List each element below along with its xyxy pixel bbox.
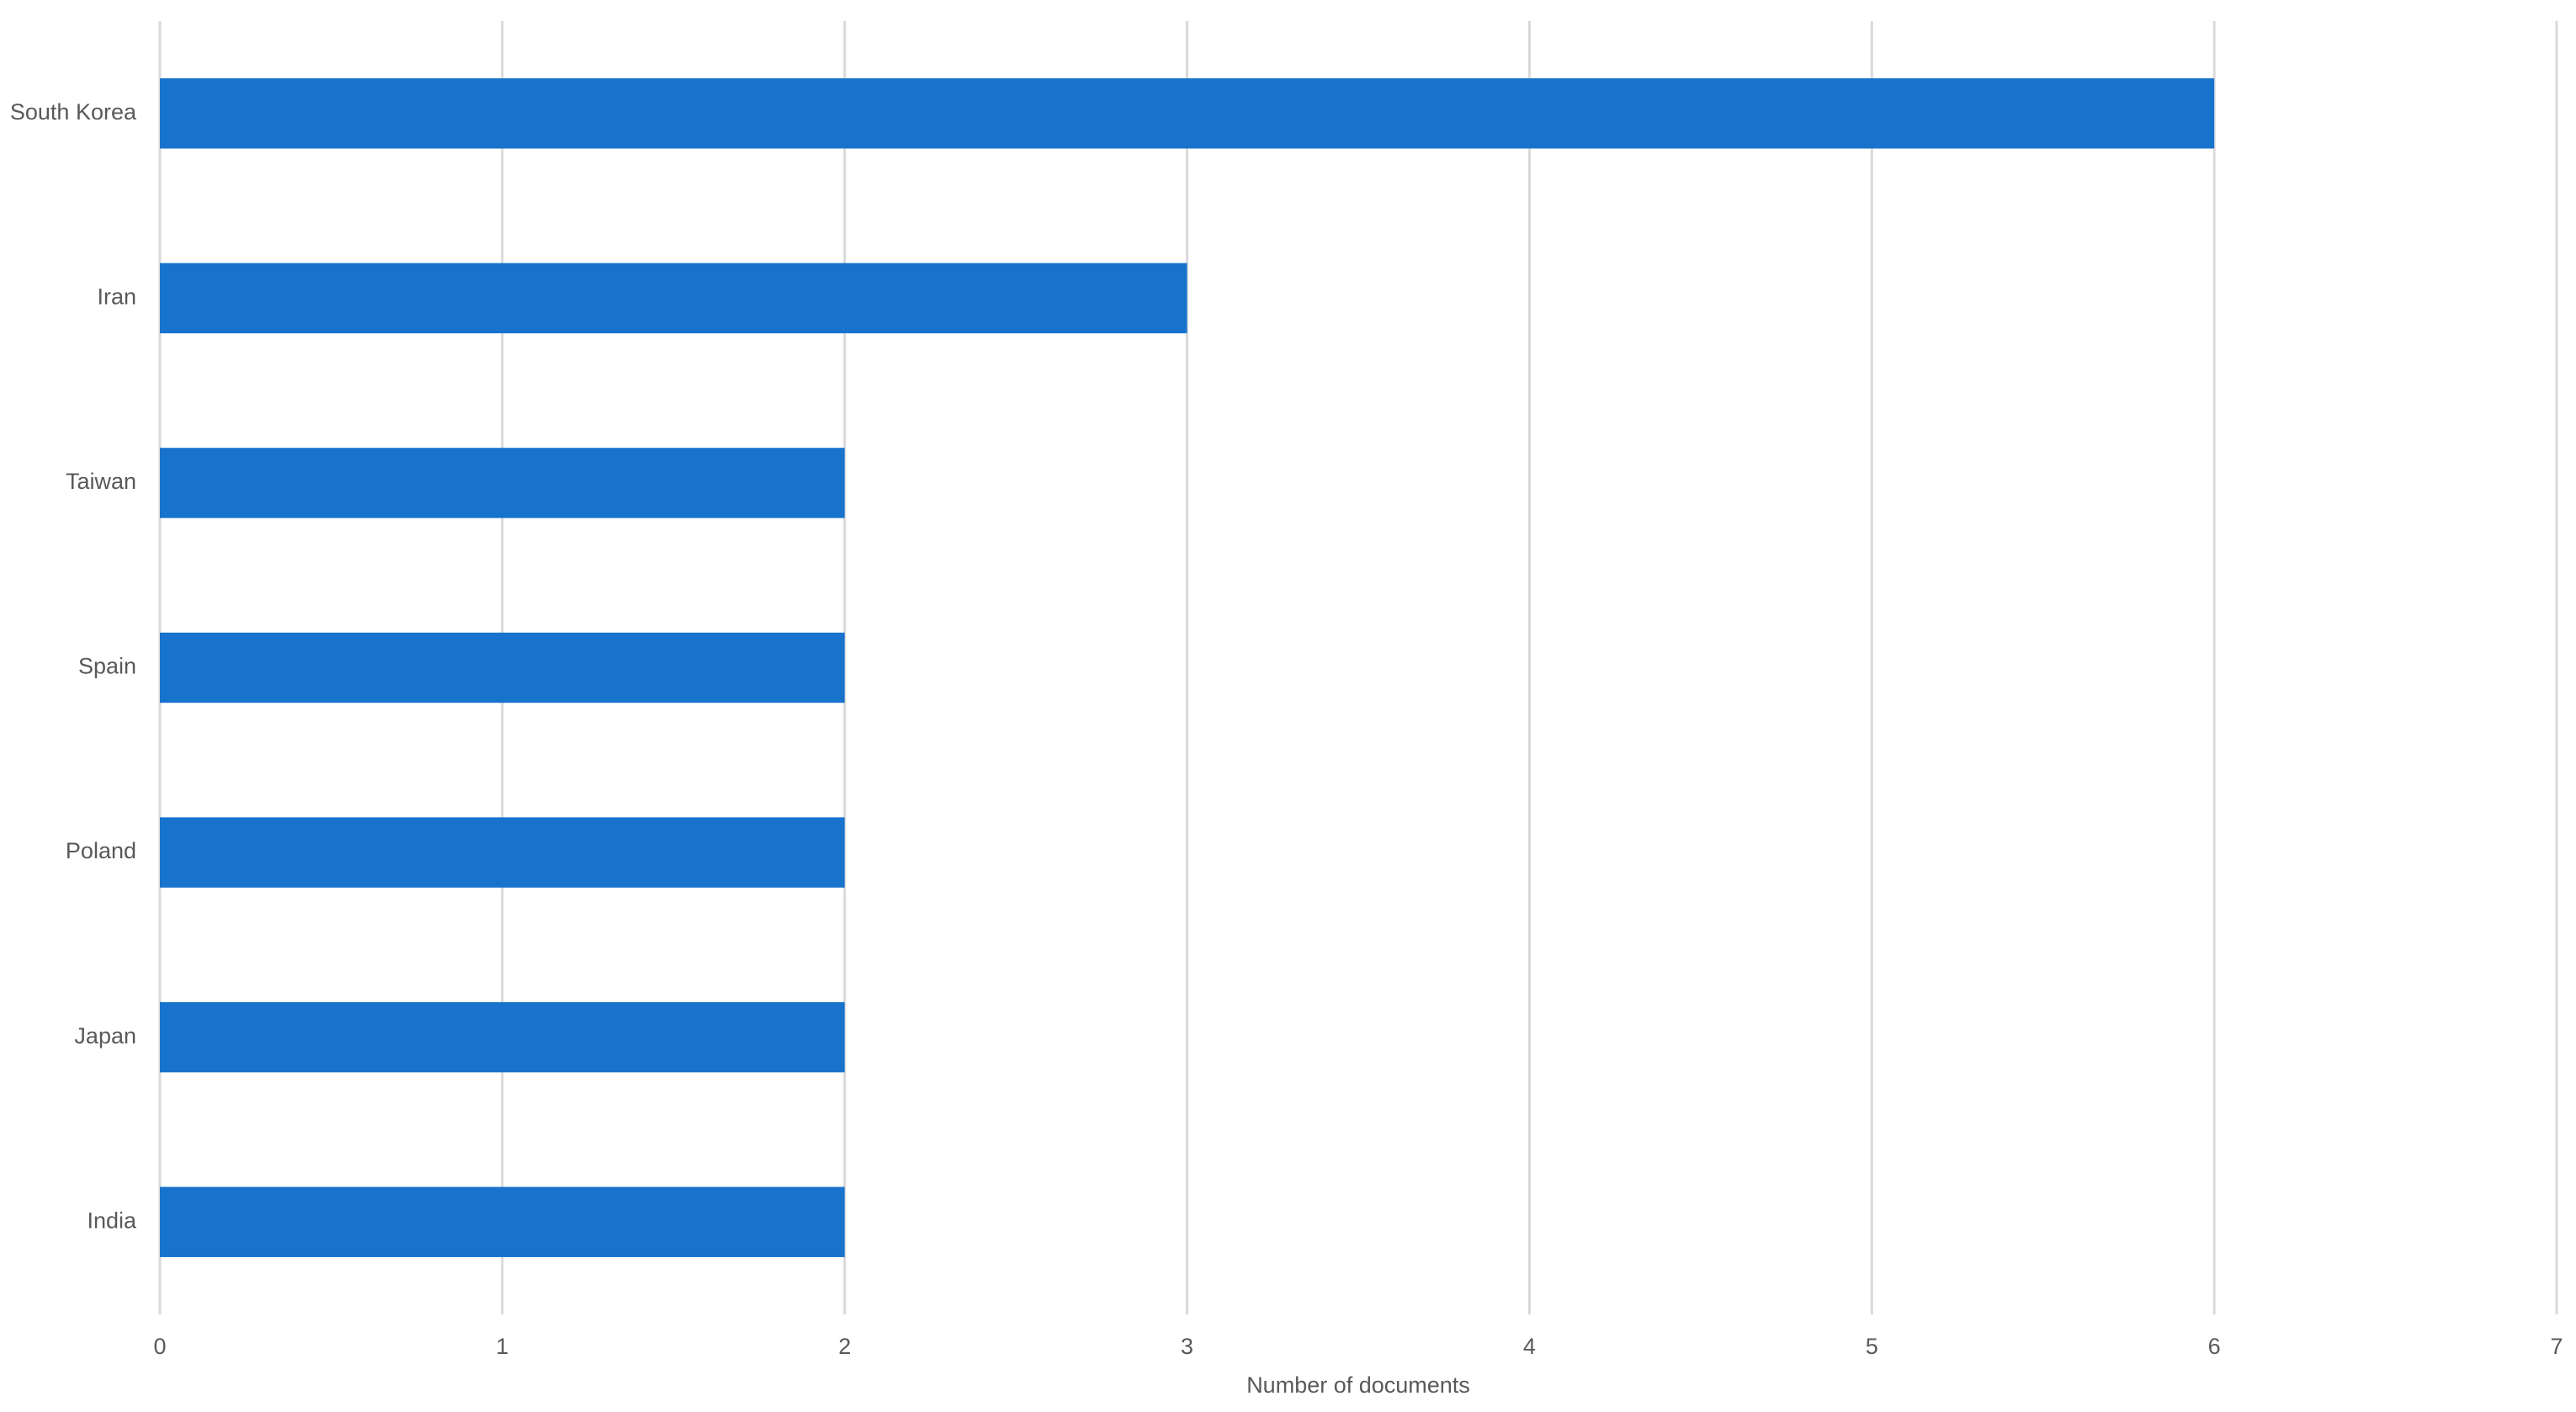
x-tick-label: 2 xyxy=(838,1334,851,1359)
bar xyxy=(160,817,845,888)
x-tick-label: 1 xyxy=(496,1334,508,1359)
y-tick-label: Spain xyxy=(78,654,136,679)
y-tick-label: Poland xyxy=(66,838,136,863)
x-tick-label: 4 xyxy=(1523,1334,1536,1359)
y-tick-label: Iran xyxy=(97,284,136,309)
bar xyxy=(160,632,845,703)
bar xyxy=(160,1001,845,1073)
x-tick-label: 3 xyxy=(1181,1334,1193,1359)
y-tick-label: Taiwan xyxy=(66,469,136,494)
y-tick-label: Japan xyxy=(74,1023,136,1048)
x-tick-label: 7 xyxy=(2550,1334,2563,1359)
bar xyxy=(160,263,1187,334)
y-tick-label: South Korea xyxy=(10,99,137,125)
x-tick-label: 0 xyxy=(153,1334,166,1359)
y-tick-label: India xyxy=(87,1208,137,1233)
bar xyxy=(160,78,2215,149)
x-axis-title: Number of documents xyxy=(1246,1372,1470,1398)
bar xyxy=(160,1186,845,1257)
bar xyxy=(160,448,845,518)
x-tick-label: 5 xyxy=(1866,1334,1878,1359)
x-tick-label: 6 xyxy=(2208,1334,2221,1359)
